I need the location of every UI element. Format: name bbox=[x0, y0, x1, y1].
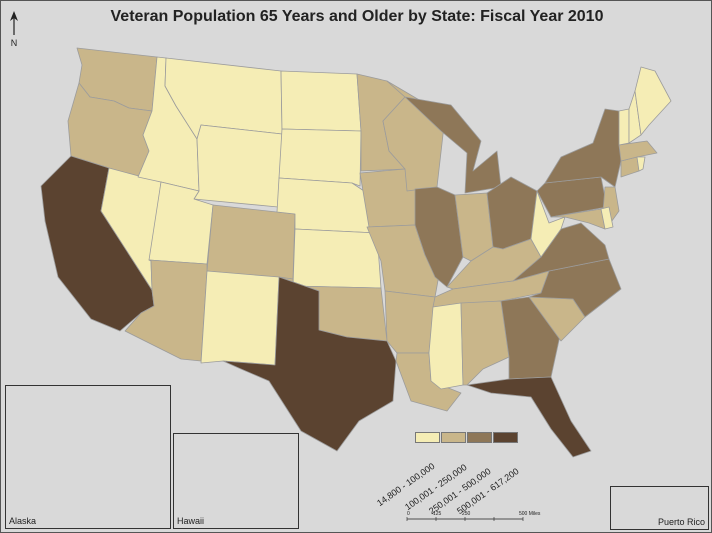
state-new-mexico bbox=[200, 270, 280, 366]
map-title: Veteran Population 65 Years and Older by… bbox=[110, 8, 604, 25]
state-mississippi bbox=[428, 302, 464, 390]
puerto-rico-inset: Puerto Rico bbox=[610, 486, 709, 530]
legend-swatch-3 bbox=[467, 432, 492, 443]
state-colorado bbox=[206, 204, 296, 280]
hawaii-label: Hawaii bbox=[177, 516, 205, 526]
state-pennsylvania bbox=[536, 176, 608, 218]
state-south-dakota bbox=[278, 128, 362, 187]
north-arrow-label: N bbox=[11, 38, 18, 48]
state-ohio bbox=[486, 176, 538, 250]
hawaii-inset: Hawaii bbox=[173, 433, 299, 529]
scale-tick-0: 0 bbox=[407, 511, 410, 517]
scale-tick-500: 500 Miles bbox=[519, 511, 541, 517]
legend-swatch-4 bbox=[493, 432, 518, 443]
state-arkansas bbox=[384, 290, 436, 354]
scale-tick-125: 125 bbox=[433, 511, 442, 517]
state-rhode-island bbox=[636, 156, 646, 172]
state-maine bbox=[634, 66, 672, 136]
puerto-rico-label: Puerto Rico bbox=[657, 517, 705, 527]
state-delaware bbox=[600, 206, 614, 230]
state-north-dakota bbox=[280, 70, 362, 132]
scale-bar: 0 125 250 500 Miles bbox=[406, 511, 541, 521]
state-new-york bbox=[544, 108, 622, 188]
state-alabama bbox=[460, 300, 510, 386]
state-texas bbox=[222, 276, 397, 452]
north-arrow-icon: N bbox=[10, 11, 18, 48]
state-kansas bbox=[292, 228, 382, 289]
state-maryland bbox=[550, 208, 606, 230]
scale-tick-250: 250 bbox=[462, 511, 471, 517]
state-massachusetts bbox=[618, 140, 658, 162]
alaska-inset: Alaska bbox=[5, 385, 171, 529]
alaska-label: Alaska bbox=[9, 516, 37, 526]
state-arizona bbox=[124, 259, 208, 362]
legend-swatch-1 bbox=[415, 432, 440, 443]
state-michigan bbox=[404, 96, 502, 194]
state-wyoming bbox=[193, 124, 283, 208]
state-florida bbox=[466, 376, 592, 458]
legend-swatch-2 bbox=[441, 432, 466, 443]
state-vermont bbox=[618, 108, 630, 146]
legend: 14,800 - 100,000 100,001 - 250,000 250,0… bbox=[375, 432, 521, 516]
